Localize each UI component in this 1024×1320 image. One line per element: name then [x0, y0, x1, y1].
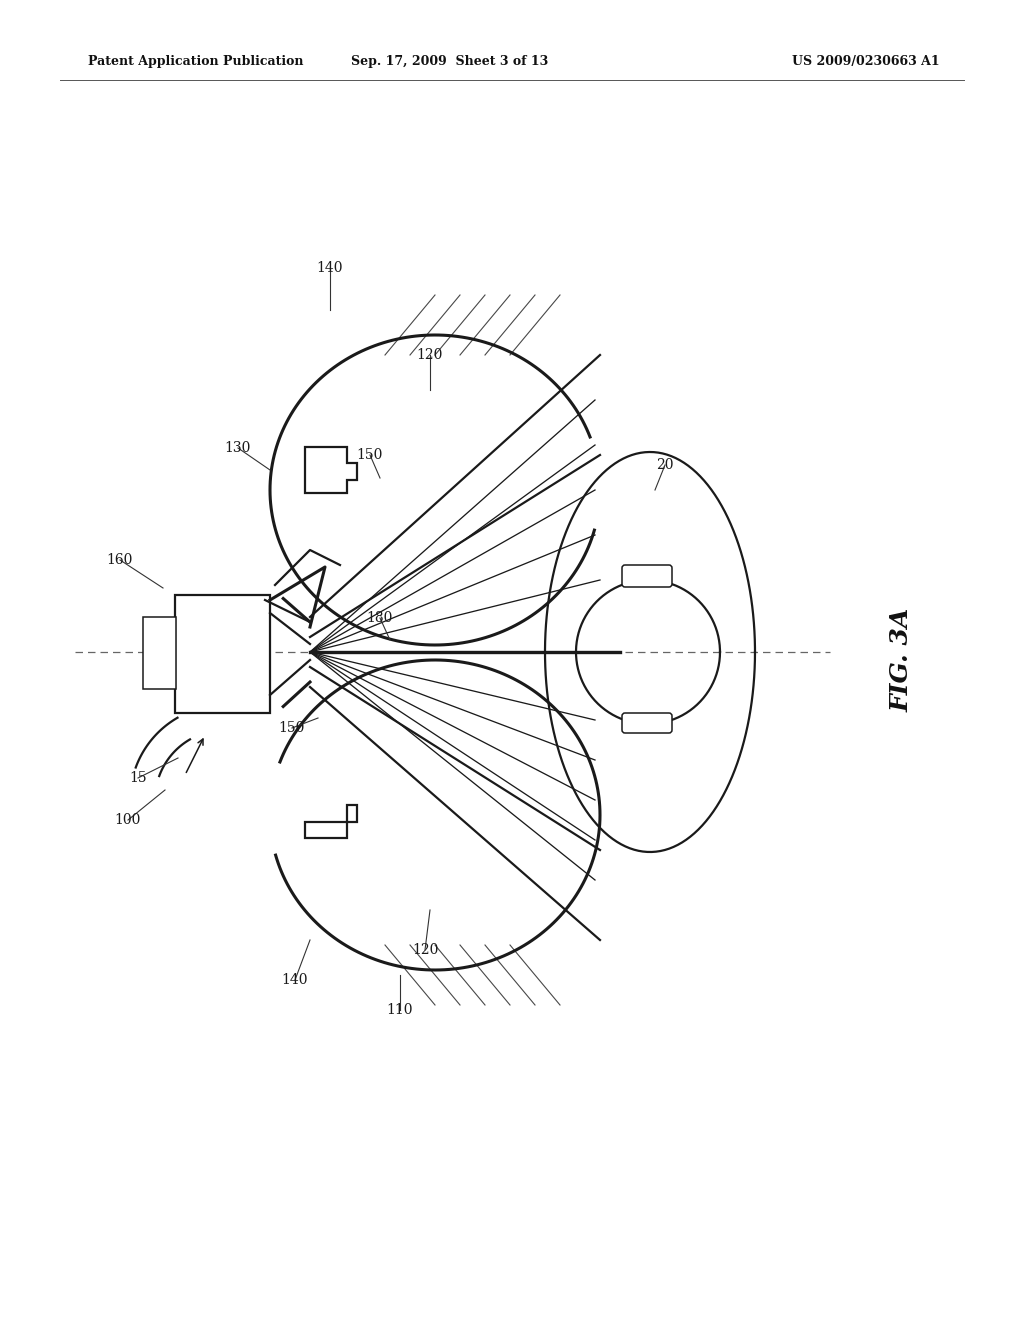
Text: 15: 15 — [129, 771, 146, 785]
Text: 150: 150 — [279, 721, 305, 735]
Text: 100: 100 — [115, 813, 141, 828]
Text: 120: 120 — [417, 348, 443, 362]
Text: 150: 150 — [356, 447, 383, 462]
Bar — [175, 595, 270, 713]
Text: FIG. 3A: FIG. 3A — [890, 609, 914, 711]
Text: Sep. 17, 2009  Sheet 3 of 13: Sep. 17, 2009 Sheet 3 of 13 — [351, 55, 549, 69]
Text: 130: 130 — [225, 441, 251, 455]
Bar — [143, 616, 176, 689]
Text: US 2009/0230663 A1: US 2009/0230663 A1 — [793, 55, 940, 69]
FancyBboxPatch shape — [622, 565, 672, 587]
Text: 20: 20 — [656, 458, 674, 473]
FancyBboxPatch shape — [622, 713, 672, 733]
Text: 140: 140 — [282, 973, 308, 987]
Text: 180: 180 — [367, 611, 393, 624]
Text: 160: 160 — [106, 553, 133, 568]
Text: 140: 140 — [316, 261, 343, 275]
Text: 120: 120 — [412, 942, 438, 957]
Text: Patent Application Publication: Patent Application Publication — [88, 55, 303, 69]
Text: 110: 110 — [387, 1003, 414, 1016]
